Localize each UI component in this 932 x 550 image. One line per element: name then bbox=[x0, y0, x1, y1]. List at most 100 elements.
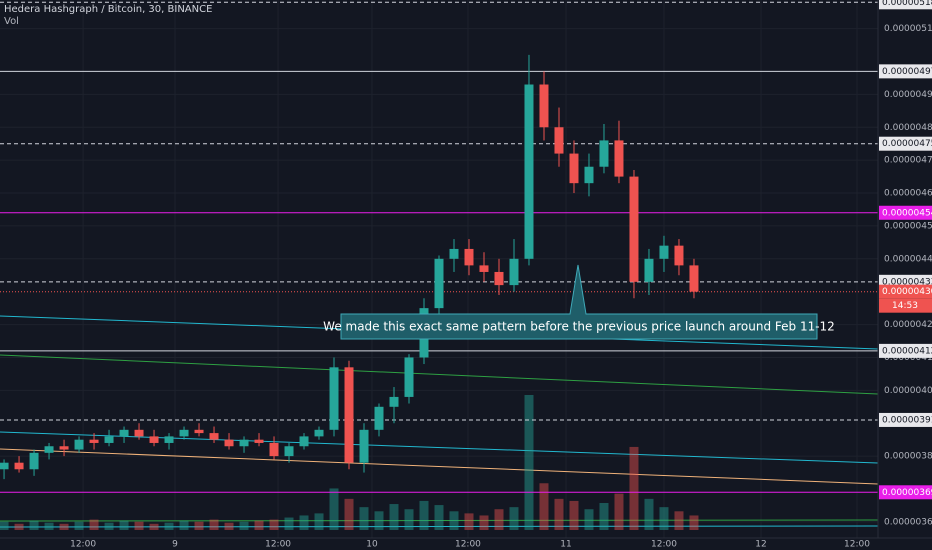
volume-bar bbox=[44, 522, 54, 530]
level-label: 0.00000518 bbox=[882, 0, 932, 8]
volume-bar bbox=[14, 523, 24, 530]
volume-bar bbox=[59, 523, 69, 530]
candle-body bbox=[104, 436, 114, 443]
volume-bar bbox=[89, 519, 99, 530]
candle-body bbox=[359, 429, 369, 463]
volume-bar bbox=[149, 523, 159, 530]
annotation-text: We made this exact same pattern before t… bbox=[323, 320, 835, 334]
candle-body bbox=[464, 248, 474, 266]
volume-bar bbox=[134, 521, 144, 530]
trend-line bbox=[0, 448, 879, 485]
candle-body bbox=[344, 367, 354, 463]
candle-body bbox=[569, 153, 579, 184]
level-label: 0.00000430 bbox=[882, 287, 932, 297]
candle-body bbox=[659, 245, 669, 259]
candle-body bbox=[674, 245, 684, 266]
level-label: 0.00000454 bbox=[882, 208, 932, 218]
candle-body bbox=[0, 462, 9, 470]
x-tick-label: 12:00 bbox=[844, 540, 870, 550]
trend-line bbox=[0, 525, 879, 528]
volume-bar bbox=[494, 509, 504, 530]
y-tick-label: 0.00000360 bbox=[884, 517, 932, 527]
volume-bar bbox=[239, 521, 249, 530]
annotation-box bbox=[340, 264, 818, 340]
level-label-bg bbox=[879, 343, 932, 358]
candle-body bbox=[644, 258, 654, 282]
candle-body bbox=[599, 140, 609, 167]
level-label: 0.00000475 bbox=[882, 139, 932, 149]
volume-bar bbox=[74, 521, 84, 530]
candle-body bbox=[59, 446, 69, 450]
volume-bar bbox=[329, 488, 339, 530]
chart-title: Hedera Hashgraph / Bitcoin, 30, BINANCE bbox=[4, 4, 212, 15]
level-label: 0.00000369 bbox=[882, 488, 932, 498]
candle-body bbox=[479, 265, 489, 272]
grid bbox=[0, 0, 878, 538]
x-tick-label: 12 bbox=[755, 540, 766, 550]
volume-bar bbox=[284, 517, 294, 530]
volume-bar bbox=[299, 515, 309, 530]
volume-bar bbox=[0, 521, 9, 530]
level-label-bg bbox=[879, 412, 932, 427]
volume-bar bbox=[119, 520, 129, 530]
candle-body bbox=[194, 429, 204, 434]
volume-bar bbox=[524, 395, 534, 530]
x-tick-label: 12:00 bbox=[651, 540, 677, 550]
candle-body bbox=[224, 439, 234, 447]
volume-bar bbox=[599, 503, 609, 530]
volume-bar bbox=[464, 513, 474, 530]
volume-bar bbox=[179, 520, 189, 530]
level-label: 0.00000497 bbox=[882, 67, 932, 77]
candle-body bbox=[314, 429, 324, 437]
candle-body bbox=[29, 452, 39, 470]
level-label-bg bbox=[879, 0, 932, 10]
volume-bar bbox=[224, 522, 234, 530]
level-label: 0.00000391 bbox=[882, 415, 932, 425]
volume-bar bbox=[674, 511, 684, 530]
candle-body bbox=[329, 367, 339, 430]
level-label-bg bbox=[879, 136, 932, 151]
level-label: 0.00000433 bbox=[882, 277, 932, 287]
volume-bar bbox=[254, 520, 264, 530]
level-label-bg bbox=[879, 485, 932, 500]
volume-bar bbox=[314, 513, 324, 530]
candle-body bbox=[629, 176, 639, 282]
candle-body bbox=[509, 258, 519, 286]
x-tick-label: 10 bbox=[366, 540, 378, 550]
volume-bar bbox=[419, 500, 429, 530]
volume-bar bbox=[659, 507, 669, 530]
candle-body bbox=[149, 436, 159, 443]
candle-body bbox=[299, 436, 309, 447]
volume-bar bbox=[614, 493, 624, 530]
candle-body bbox=[539, 84, 549, 128]
candle-body bbox=[404, 357, 414, 397]
candle-body bbox=[389, 396, 399, 407]
volume-bar bbox=[104, 522, 114, 530]
volume-bar bbox=[644, 498, 654, 530]
level-label-bg bbox=[879, 64, 932, 79]
candle-body bbox=[179, 429, 189, 437]
candle-body bbox=[374, 406, 384, 430]
x-tick-label: 12:00 bbox=[455, 540, 481, 550]
level-label: 0.00000412 bbox=[882, 346, 932, 356]
volume-bar bbox=[194, 521, 204, 530]
volume-bar bbox=[404, 509, 414, 530]
volume bbox=[0, 395, 699, 530]
candle-body bbox=[164, 436, 174, 443]
x-tick-label: 9 bbox=[172, 540, 178, 550]
volume-label: Vol bbox=[4, 16, 19, 27]
candle-body bbox=[689, 265, 699, 292]
candle-body bbox=[74, 439, 84, 450]
candle-body bbox=[494, 271, 504, 286]
candle-body bbox=[554, 127, 564, 154]
